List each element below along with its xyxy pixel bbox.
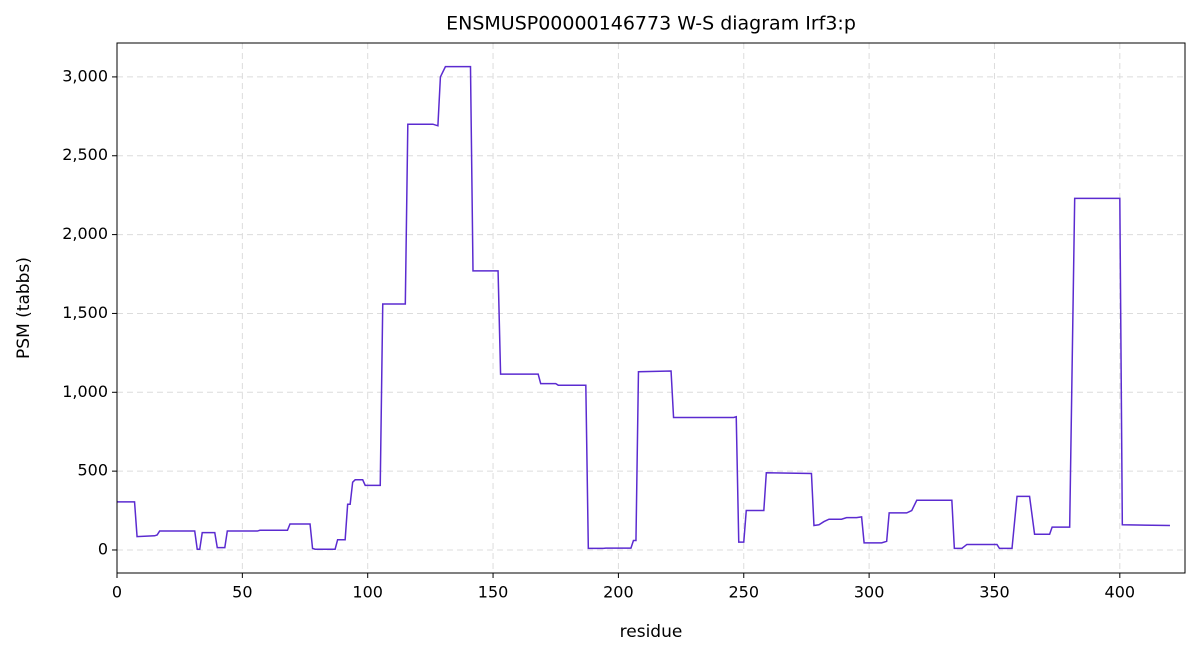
y-tick-label: 1,000 bbox=[62, 382, 108, 401]
data-line bbox=[117, 65, 1170, 550]
x-axis-label: residue bbox=[620, 622, 683, 642]
y-axis-label: PSM (tabbs) bbox=[14, 257, 34, 359]
x-tick-label: 250 bbox=[728, 583, 759, 602]
y-tick-label: 0 bbox=[98, 539, 108, 558]
y-tick-label: 2,500 bbox=[62, 145, 108, 164]
x-tick-label: 50 bbox=[232, 583, 252, 602]
x-tick-label: 400 bbox=[1105, 583, 1136, 602]
x-tick-label: 300 bbox=[854, 583, 885, 602]
x-tick-label: 350 bbox=[979, 583, 1010, 602]
x-tick-label: 150 bbox=[478, 583, 509, 602]
y-tick-label: 2,000 bbox=[62, 224, 108, 243]
chart-title: ENSMUSP00000146773 W-S diagram Irf3:p bbox=[446, 13, 856, 35]
y-tick-label: 1,500 bbox=[62, 303, 108, 322]
y-tick-label: 3,000 bbox=[62, 66, 108, 85]
y-tick-label: 500 bbox=[77, 461, 108, 480]
x-tick-label: 0 bbox=[112, 583, 122, 602]
x-tick-label: 100 bbox=[352, 583, 383, 602]
x-tick-label: 200 bbox=[603, 583, 634, 602]
plot-frame bbox=[116, 42, 1186, 574]
